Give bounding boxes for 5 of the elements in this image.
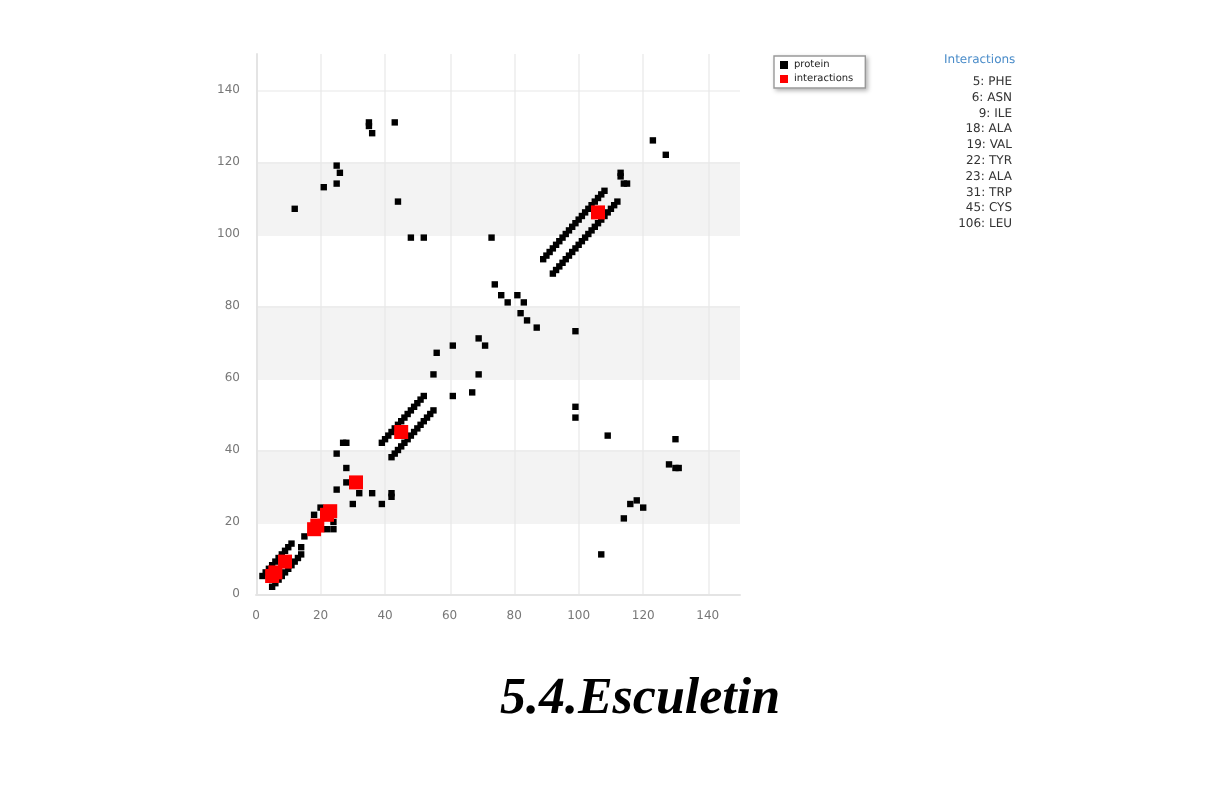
text: 5.4.Esculetin [499,667,781,725]
point [394,425,409,439]
point [349,475,364,490]
point [591,205,606,220]
point [278,554,293,569]
